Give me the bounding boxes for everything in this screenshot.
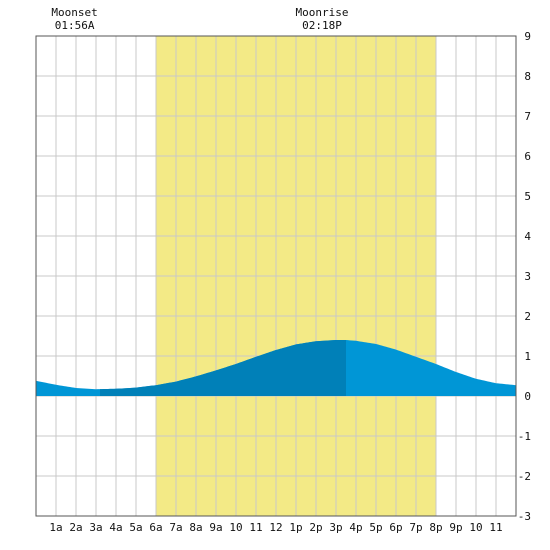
- x-tick-label: 7a: [169, 521, 182, 534]
- y-tick-label: 8: [524, 70, 531, 83]
- x-tick-label: 2p: [309, 521, 322, 534]
- x-tick-label: 11: [489, 521, 502, 534]
- x-tick-label: 3p: [329, 521, 342, 534]
- x-tick-label: 7p: [409, 521, 422, 534]
- x-tick-label: 2a: [69, 521, 82, 534]
- y-tick-label: 7: [524, 110, 531, 123]
- y-tick-label: -2: [518, 470, 531, 483]
- y-tick-label: 6: [524, 150, 531, 163]
- moon-event-time: 01:56A: [55, 19, 95, 32]
- x-tick-label: 5a: [129, 521, 142, 534]
- y-tick-label: 2: [524, 310, 531, 323]
- x-tick-label: 12: [269, 521, 282, 534]
- x-tick-label: 10: [469, 521, 482, 534]
- x-tick-label: 5p: [369, 521, 382, 534]
- y-tick-labels: -3 -2 -1 0 1 2 3 4 5 6 7 8 9: [518, 30, 532, 523]
- tide-area-dark: [100, 340, 346, 396]
- x-tick-label: 9a: [209, 521, 222, 534]
- y-tick-label: -3: [518, 510, 531, 523]
- x-tick-label: 8p: [429, 521, 442, 534]
- y-tick-label: -1: [518, 430, 531, 443]
- x-tick-label: 6a: [149, 521, 162, 534]
- x-tick-label: 3a: [89, 521, 102, 534]
- moon-event-time: 02:18P: [302, 19, 342, 32]
- y-tick-label: 1: [524, 350, 531, 363]
- y-tick-label: 4: [524, 230, 531, 243]
- x-tick-label: 11: [249, 521, 262, 534]
- moon-event-name: Moonrise: [296, 6, 349, 19]
- x-tick-label: 4a: [109, 521, 122, 534]
- x-tick-label: 1a: [49, 521, 62, 534]
- x-tick-label: 10: [229, 521, 242, 534]
- y-tick-label: 0: [524, 390, 531, 403]
- moon-event-name: Moonset: [51, 6, 97, 19]
- grid-lines: [36, 36, 516, 516]
- y-tick-label: 9: [524, 30, 531, 43]
- x-tick-label: 1p: [289, 521, 302, 534]
- plot-frame: [35, 35, 517, 517]
- y-tick-label: 5: [524, 190, 531, 203]
- y-tick-label: 3: [524, 270, 531, 283]
- x-tick-label: 6p: [389, 521, 402, 534]
- x-tick-labels: 1a 2a 3a 4a 5a 6a 7a 8a 9a 10 11 12 1p 2p 3p 4p 5p 6p 7p 8p…: [49, 521, 502, 534]
- x-tick-label: 8a: [189, 521, 202, 534]
- x-tick-label: 9p: [449, 521, 462, 534]
- x-tick-label: 4p: [349, 521, 362, 534]
